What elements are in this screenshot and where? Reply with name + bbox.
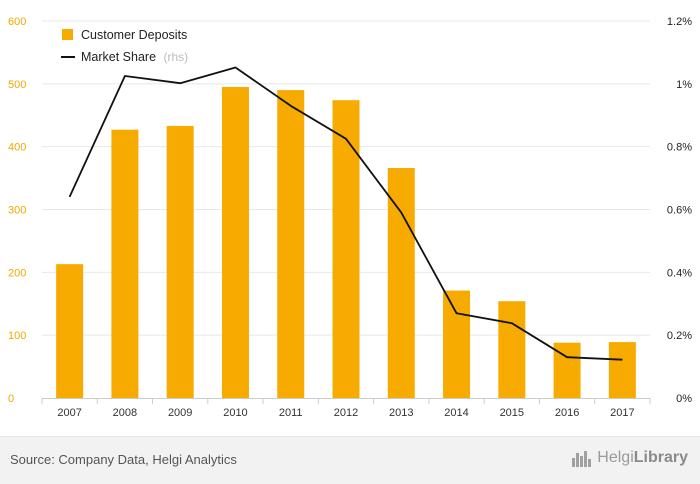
x-tick-label: 2017 <box>610 407 634 419</box>
x-tick-label: 2016 <box>555 407 579 419</box>
bar-customer-deposits <box>332 100 360 399</box>
x-tick-label: 2011 <box>279 407 303 419</box>
bar-customer-deposits <box>608 342 636 398</box>
legend-label-market-share: Market Share (rhs) <box>81 50 188 64</box>
y-tick-right: 0.4% <box>667 267 692 279</box>
legend-label-deposits: Customer Deposits <box>81 28 187 42</box>
brand-name-bold: Library <box>633 449 688 466</box>
bar-customer-deposits <box>498 301 526 398</box>
legend: Customer Deposits Market Share (rhs) <box>61 28 188 64</box>
y-tick-left: 300 <box>8 205 26 217</box>
x-tick-label: 2007 <box>57 407 81 419</box>
line-market-share <box>68 66 623 361</box>
x-tick-label: 2012 <box>334 407 358 419</box>
y-tick-left: 200 <box>8 267 26 279</box>
x-tick-label: 2015 <box>500 407 524 419</box>
y-tick-right: 0.2% <box>667 330 692 342</box>
x-tick-label: 2014 <box>444 407 468 419</box>
brand-name: HelgiLibrary <box>597 449 688 467</box>
y-tick-right: 1% <box>676 79 692 91</box>
legend-label-rhs: (rhs) <box>164 50 189 64</box>
legend-swatch-deposits <box>62 29 73 40</box>
bar-customer-deposits <box>166 125 194 398</box>
y-tick-right: 0.8% <box>667 142 692 154</box>
y-tick-right: 0% <box>676 393 692 405</box>
y-tick-left: 500 <box>8 79 26 91</box>
bar-customer-deposits <box>387 168 415 398</box>
bar-customer-deposits <box>221 86 249 398</box>
bar-customer-deposits <box>443 290 471 398</box>
x-tick-label: 2013 <box>389 407 413 419</box>
y-tick-right: 1.2% <box>667 16 692 28</box>
bar-customer-deposits <box>277 90 305 398</box>
legend-label-market-share-text: Market Share <box>81 50 156 64</box>
footer: Source: Company Data, Helgi Analytics He… <box>0 436 700 484</box>
x-tick-label: 2010 <box>223 407 247 419</box>
source-note: Source: Company Data, Helgi Analytics <box>10 452 237 467</box>
bar-series <box>56 86 636 399</box>
line-series <box>68 66 623 361</box>
y-tick-left: 600 <box>8 16 26 28</box>
bar-customer-deposits <box>56 264 84 398</box>
chart: 0 100 200 300 400 500 600 0% 0.2% 0.4% 0.6% 0.8% 1% 1… <box>8 16 692 419</box>
y-tick-right: 0.6% <box>667 205 692 217</box>
y-tick-left: 0 <box>8 393 14 405</box>
y-tick-left: 100 <box>8 330 26 342</box>
y-tick-left: 400 <box>8 142 26 154</box>
brand-name-light: Helgi <box>597 449 634 466</box>
brand-logo: HelgiLibrary <box>571 449 688 467</box>
axes: 0 100 200 300 400 500 600 0% 0.2% 0.4% 0.6% 0.8% 1% 1… <box>8 16 692 419</box>
city-skyline-icon <box>572 451 592 467</box>
x-tick-label: 2009 <box>168 407 192 419</box>
x-tick-label: 2008 <box>113 407 137 419</box>
bar-customer-deposits <box>111 129 139 398</box>
